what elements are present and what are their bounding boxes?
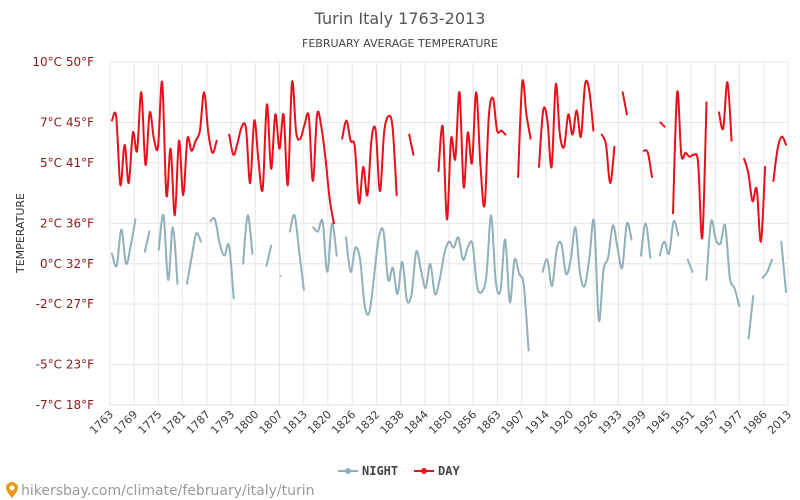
x-tick-label: 1863 bbox=[475, 408, 504, 437]
series-line-night bbox=[185, 232, 202, 285]
y-tick-label: 2°C 36°F bbox=[40, 216, 94, 230]
x-tick-label: 1820 bbox=[305, 408, 334, 437]
y-axis-label: TEMPERATURE bbox=[14, 193, 27, 274]
x-tick-label: 1800 bbox=[232, 408, 261, 437]
y-tick-labels: 10°C 50°F 7°C 45°F 5°C 41°F 2°C 36°F 0°C 32°… bbox=[32, 55, 94, 412]
legend-item-day[interactable]: DAY bbox=[414, 464, 460, 478]
legend-item-night[interactable]: NIGHT bbox=[338, 464, 398, 478]
footer-link[interactable]: hikersbay.com/climate/february/italy/tur… bbox=[21, 483, 315, 499]
series-lines bbox=[111, 79, 787, 352]
legend-night-label: NIGHT bbox=[362, 464, 398, 478]
series-line-day bbox=[642, 149, 653, 178]
y-tick-label: 0°C 32°F bbox=[40, 257, 94, 271]
series-line-day bbox=[743, 157, 767, 243]
x-tick-label: 1844 bbox=[402, 408, 431, 437]
x-tick-label: 1775 bbox=[136, 408, 165, 437]
series-line-night bbox=[747, 295, 755, 340]
series-line-night bbox=[242, 214, 254, 265]
y-tick-label: 5°C 41°F bbox=[40, 156, 94, 170]
footer[interactable]: hikersbay.com/climate/february/italy/tur… bbox=[6, 482, 315, 499]
x-tick-labels: 1763176917751781178717931800180718131820… bbox=[87, 408, 794, 437]
grid-lines bbox=[109, 61, 789, 406]
y-tick-label: -5°C 23°F bbox=[36, 358, 94, 372]
series-line-night bbox=[639, 222, 652, 259]
series-line-day bbox=[341, 114, 398, 205]
x-tick-label: 1957 bbox=[692, 408, 721, 437]
y-tick-label: -2°C 27°F bbox=[36, 297, 94, 311]
series-line-night bbox=[780, 240, 787, 293]
x-tick-label: 1826 bbox=[329, 408, 358, 437]
series-line-night bbox=[345, 214, 530, 352]
series-line-day bbox=[772, 135, 787, 182]
x-tick-label: 1813 bbox=[281, 408, 310, 437]
x-tick-label: 1926 bbox=[571, 408, 600, 437]
series-line-night bbox=[209, 217, 235, 300]
x-tick-label: 1945 bbox=[644, 408, 673, 437]
series-line-night bbox=[312, 218, 338, 273]
x-tick-label: 2013 bbox=[765, 408, 794, 437]
series-line-day bbox=[621, 91, 628, 116]
y-tick-label: 7°C 45°F bbox=[40, 116, 94, 130]
series-line-day bbox=[437, 91, 507, 221]
series-line-day bbox=[228, 80, 335, 225]
y-tick-label: -7°C 18°F bbox=[36, 398, 94, 412]
series-line-day bbox=[538, 79, 595, 169]
legend-night-marker bbox=[345, 468, 351, 474]
x-tick-label: 1781 bbox=[160, 408, 189, 437]
x-tick-label: 1838 bbox=[378, 408, 407, 437]
series-line-day bbox=[517, 79, 532, 178]
series-line-day bbox=[600, 133, 616, 185]
x-tick-label: 1850 bbox=[426, 408, 455, 437]
series-line-night bbox=[658, 220, 680, 257]
x-tick-label: 1939 bbox=[620, 408, 649, 437]
x-tick-label: 1986 bbox=[741, 408, 770, 437]
series-line-night bbox=[265, 244, 273, 267]
x-tick-label: 1769 bbox=[111, 408, 140, 437]
series-line-night bbox=[288, 213, 305, 291]
series-line-night bbox=[157, 214, 179, 285]
series-line-day bbox=[408, 133, 415, 156]
x-tick-label: 1787 bbox=[184, 408, 213, 437]
x-tick-label: 1907 bbox=[499, 408, 528, 437]
series-line-night bbox=[111, 218, 137, 268]
legend[interactable]: NIGHT DAY bbox=[338, 464, 460, 478]
x-tick-label: 1933 bbox=[596, 408, 625, 437]
series-line-day bbox=[718, 81, 733, 142]
y-tick-label: 10°C 50°F bbox=[32, 55, 94, 69]
legend-day-marker bbox=[421, 468, 427, 474]
location-pin-icon bbox=[6, 482, 18, 498]
chart-subtitle: FEBRUARY AVERAGE TEMPERATURE bbox=[302, 37, 498, 50]
x-tick-label: 1832 bbox=[353, 408, 382, 437]
series-line-day bbox=[111, 80, 218, 217]
series-line-night bbox=[761, 258, 773, 279]
series-line-night bbox=[705, 219, 741, 308]
series-line-night bbox=[686, 258, 694, 273]
x-tick-label: 1856 bbox=[450, 408, 479, 437]
x-tick-label: 1914 bbox=[523, 408, 552, 437]
series-line-day bbox=[659, 121, 666, 128]
series-line-night bbox=[143, 230, 151, 253]
x-tick-label: 1763 bbox=[87, 408, 116, 437]
x-tick-label: 1807 bbox=[257, 408, 286, 437]
x-tick-label: 1920 bbox=[547, 408, 576, 437]
series-line-night bbox=[541, 218, 633, 323]
x-tick-label: 1977 bbox=[717, 408, 746, 437]
chart-title: Turin Italy 1763-2013 bbox=[314, 9, 486, 28]
x-tick-label: 1793 bbox=[208, 408, 237, 437]
legend-day-label: DAY bbox=[438, 464, 460, 478]
series-line-day bbox=[672, 90, 708, 240]
x-tick-label: 1951 bbox=[668, 408, 697, 437]
